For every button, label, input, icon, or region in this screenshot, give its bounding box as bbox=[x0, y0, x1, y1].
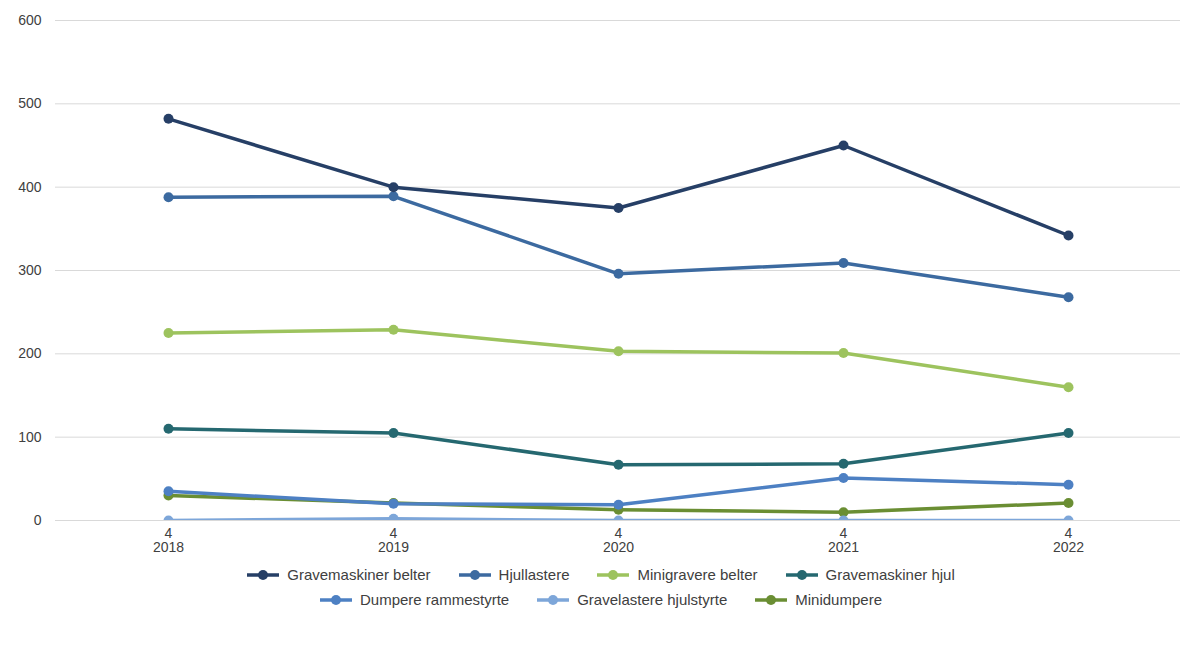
html-text:Gravemaskiner belter: Gravemaskiner belter bbox=[287, 566, 431, 583]
svg-text:400: 400 bbox=[18, 179, 42, 195]
svg-text:600: 600 bbox=[18, 12, 42, 28]
html-text:Hjullastere: Hjullastere bbox=[498, 566, 570, 583]
svg-text:42018: 42018 bbox=[153, 525, 184, 555]
svg-text:0: 0 bbox=[34, 512, 42, 528]
svg-text:100: 100 bbox=[18, 429, 42, 445]
html-text:Minigravere belter: Minigravere belter bbox=[637, 566, 758, 583]
svg-text:300: 300 bbox=[18, 262, 42, 278]
svg-text:500: 500 bbox=[18, 95, 42, 111]
svg-text:42022: 42022 bbox=[1053, 525, 1084, 555]
html-text:Gravelastere hjulstyrte: Gravelastere hjulstyrte bbox=[577, 591, 728, 608]
html-text:Gravemaskiner hjul: Gravemaskiner hjul bbox=[825, 566, 955, 583]
svg-text:42020: 42020 bbox=[603, 525, 634, 555]
html-text:Minidumpere: Minidumpere bbox=[795, 591, 882, 608]
svg-text:42021: 42021 bbox=[828, 525, 859, 555]
svg-text:42019: 42019 bbox=[378, 525, 409, 555]
html-text:Dumpere rammestyrte: Dumpere rammestyrte bbox=[360, 591, 510, 608]
svg-text:200: 200 bbox=[18, 345, 42, 361]
